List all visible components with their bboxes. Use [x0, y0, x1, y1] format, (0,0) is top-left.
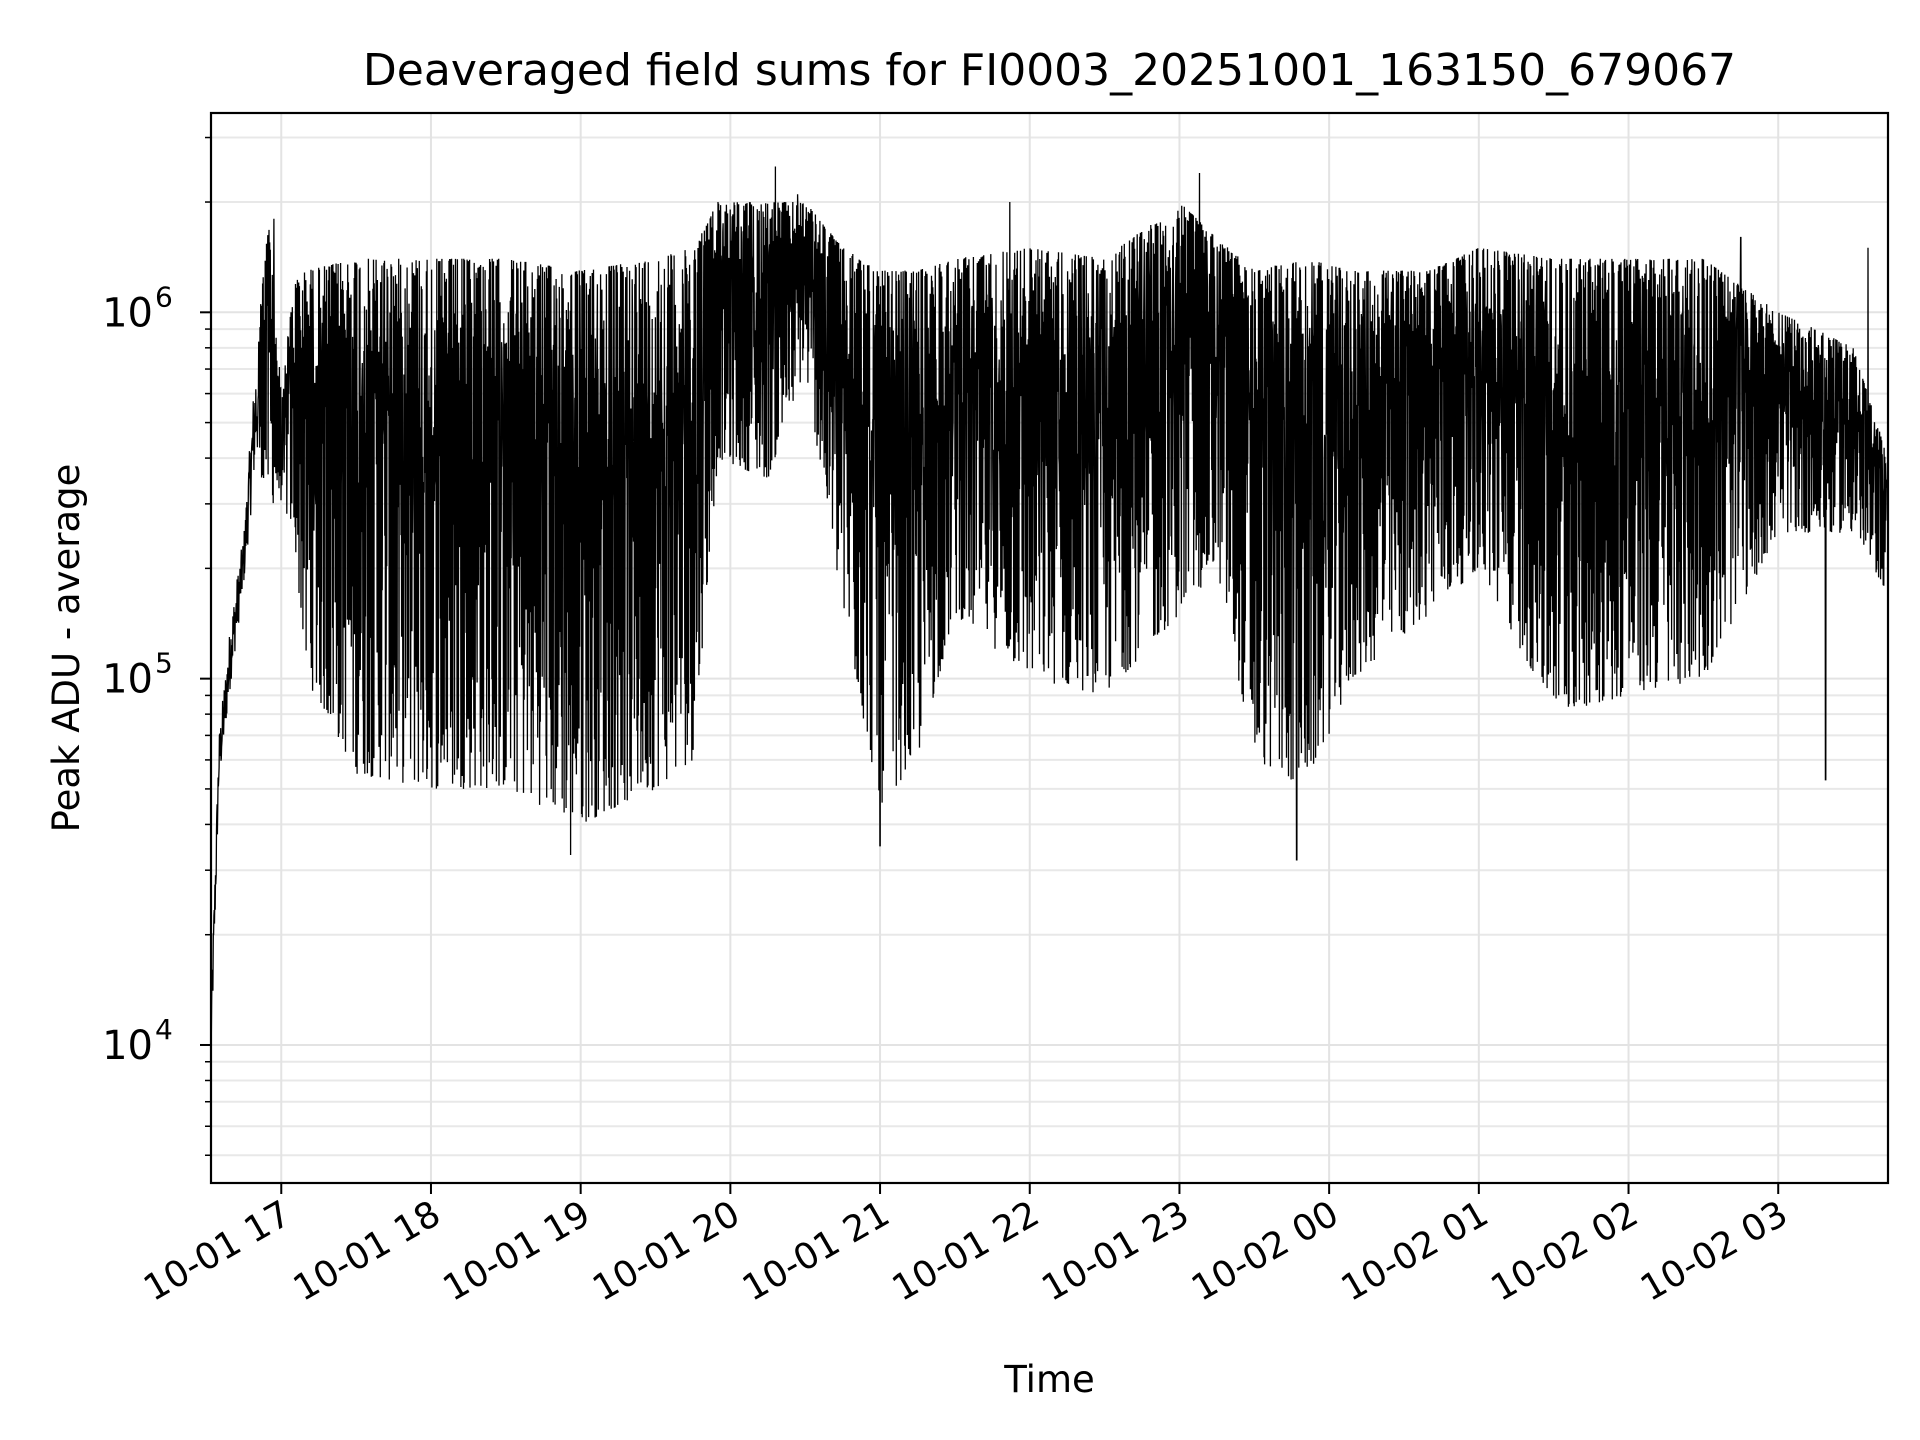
y-tick-exponent: 5: [155, 647, 173, 680]
x-tick-label: 10-01 22: [886, 1193, 1047, 1309]
y-tick-exponent: 4: [155, 1013, 173, 1046]
x-tick-label: 10-02 02: [1484, 1193, 1645, 1309]
x-tick-label: 10-01 20: [586, 1193, 747, 1309]
series-line: [211, 166, 1888, 1039]
x-tick-label: 10-01 17: [137, 1193, 298, 1309]
x-axis-label: Time: [1003, 1358, 1095, 1401]
y-tick-exponent: 6: [155, 280, 173, 313]
x-tick-label: 10-02 01: [1335, 1193, 1496, 1309]
chart-title: Deaveraged field sums for FI0003_2025100…: [363, 45, 1736, 96]
y-axis-label: Peak ADU - average: [45, 464, 88, 833]
y-tick-label: 10: [102, 657, 153, 703]
x-tick-label: 10-01 21: [736, 1193, 897, 1309]
plot-frame: [209, 111, 1890, 1185]
x-tick-label: 10-01 19: [436, 1193, 597, 1309]
x-tick-label: 10-02 03: [1634, 1193, 1795, 1309]
y-tick-label: 10: [102, 290, 153, 336]
series-path: [211, 166, 1888, 1039]
x-tick-label: 10-02 00: [1185, 1193, 1346, 1309]
y-tick-label: 10: [102, 1023, 153, 1069]
x-tick-label: 10-01 23: [1035, 1193, 1196, 1309]
x-tick-label: 10-01 18: [287, 1193, 448, 1309]
